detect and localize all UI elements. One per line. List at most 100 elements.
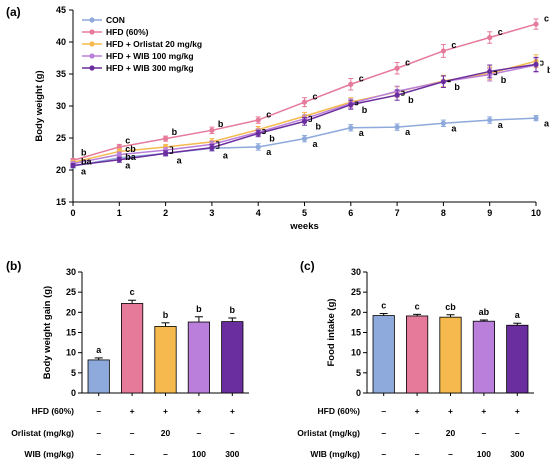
bar [372, 315, 395, 394]
treatment-value: – [163, 449, 168, 459]
data-point [394, 65, 400, 71]
treatment-value: 20 [161, 428, 171, 438]
x-axis-title-a: weeks [289, 221, 319, 232]
sig-letter: c [359, 73, 364, 83]
data-point [163, 150, 169, 156]
treatment-row-label: Orlistat (mg/kg) [297, 428, 360, 438]
y-tick-label-b: 10 [66, 348, 76, 358]
data-point [348, 102, 354, 108]
treatment-value: – [415, 449, 420, 459]
data-point [116, 152, 122, 158]
treatment-value: + [481, 406, 486, 416]
sig-letter: c [415, 301, 420, 311]
treatment-value: – [415, 428, 420, 438]
data-point [209, 127, 215, 133]
treatment-value: – [130, 428, 135, 438]
treatment-value: 100 [192, 449, 206, 459]
treatment-value: – [381, 428, 386, 438]
legend-marker [89, 65, 95, 71]
sig-letter: c [313, 91, 318, 101]
y-tick-label-a: 20 [56, 165, 66, 175]
y-tick-label-a: 30 [56, 101, 66, 111]
data-point [209, 145, 215, 151]
sig-letter: a [313, 139, 319, 149]
treatment-value: + [196, 406, 201, 416]
y-tick-label-b: 0 [71, 388, 76, 398]
sig-letter: a [451, 123, 457, 133]
bar [154, 326, 177, 394]
data-point [255, 117, 261, 123]
sig-letter: b [547, 65, 550, 75]
data-point [163, 136, 169, 142]
sig-letter: a [515, 310, 521, 320]
x-tick-label-a: 7 [395, 208, 400, 218]
panel-label-a: (a) [6, 5, 21, 19]
y-axis-title-a: Body weight (g) [34, 70, 45, 141]
data-point [487, 34, 493, 41]
bar [406, 315, 429, 394]
sig-letter: b [362, 105, 368, 115]
data-point [440, 48, 446, 54]
legend-marker [89, 17, 95, 23]
bar [87, 359, 110, 394]
treatment-value: – [381, 406, 386, 416]
sig-letter: c [451, 40, 456, 50]
treatment-value: – [96, 428, 101, 438]
sig-letter: b [218, 119, 224, 129]
y-tick-label-b: 30 [66, 267, 76, 277]
sig-letter: b [172, 127, 178, 137]
legend-marker [89, 41, 95, 47]
legend-label: HFD + WIB 100 mg/kg [106, 51, 194, 61]
treatment-value: – [230, 428, 235, 438]
y-tick-label-a: 35 [56, 69, 66, 79]
sig-letter: a [81, 166, 87, 176]
sig-letter: a [544, 118, 550, 128]
data-point [394, 124, 400, 130]
data-point [255, 144, 261, 150]
data-point [301, 136, 308, 142]
treatment-value: + [515, 406, 520, 416]
sig-letter: c [381, 301, 386, 311]
legend-marker [89, 29, 95, 35]
sig-letter: a [223, 150, 229, 160]
y-tick-label-a: 15 [56, 197, 66, 207]
y-tick-label-a: 40 [56, 37, 66, 47]
sig-letter: cb [125, 144, 136, 154]
sig-letter: b [196, 304, 202, 314]
sig-letter: b [230, 305, 236, 315]
sig-letter: b [408, 95, 414, 105]
panel-label-c: (c) [300, 259, 315, 273]
y-tick-label-a: 45 [56, 5, 66, 15]
sig-letter: cb [445, 302, 456, 312]
sig-letter: b [316, 121, 322, 131]
treatment-value: 300 [225, 449, 239, 459]
sig-letter: a [359, 128, 365, 138]
treatment-value: – [130, 449, 135, 459]
treatment-value: 100 [477, 449, 491, 459]
data-point [255, 130, 261, 137]
data-point [533, 61, 539, 67]
treatment-row-label: HFD (60%) [317, 406, 360, 416]
treatment-value: + [230, 406, 235, 416]
bar [221, 321, 244, 394]
sig-letter: c [125, 136, 130, 146]
bar [472, 320, 495, 394]
y-axis-title-b: Body weight gain (g) [42, 286, 53, 379]
treatment-value: – [482, 428, 487, 438]
sig-letter: c [544, 13, 549, 23]
bar [121, 303, 144, 394]
sig-letter: ab [479, 307, 490, 317]
bar [187, 321, 210, 394]
x-tick-label-a: 8 [441, 208, 446, 218]
y-tick-label-c: 0 [356, 388, 361, 398]
x-tick-label-a: 6 [348, 208, 353, 218]
data-point [533, 115, 539, 121]
y-tick-label-c: 15 [351, 328, 361, 338]
sig-letter: b [81, 148, 87, 158]
data-point [116, 157, 122, 163]
sig-letter: ba [81, 157, 92, 167]
data-point [116, 144, 122, 150]
sig-letter: b [501, 75, 507, 85]
treatment-value: – [96, 406, 101, 416]
y-tick-label-c: 5 [356, 368, 361, 378]
